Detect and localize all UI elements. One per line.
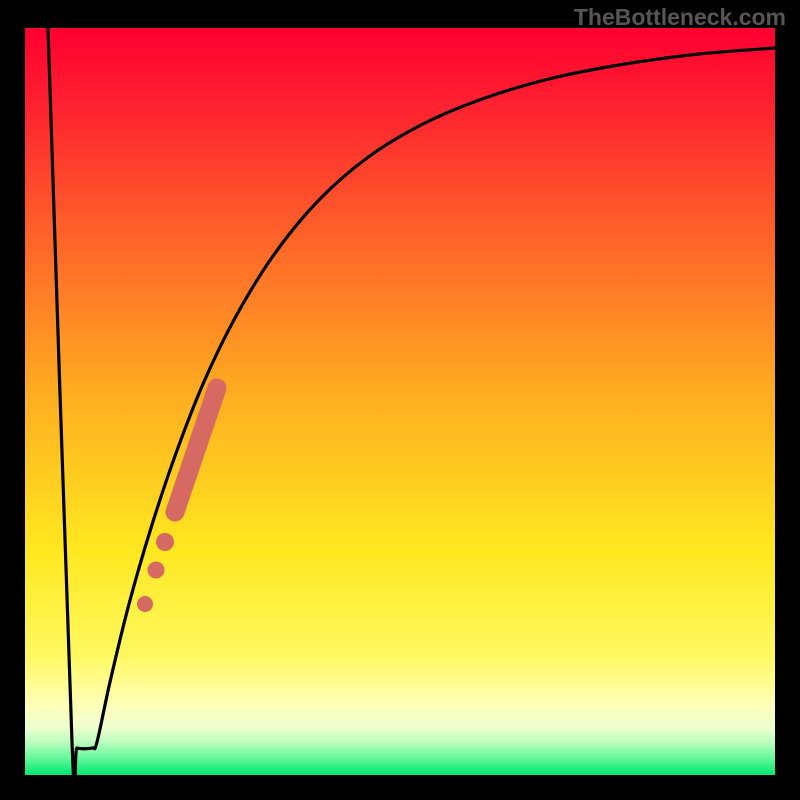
marker-dot xyxy=(156,533,174,551)
watermark-text: TheBottleneck.com xyxy=(574,4,786,31)
bottleneck-curve xyxy=(48,28,775,775)
marker-segment xyxy=(175,388,217,512)
marker-dot xyxy=(148,562,165,579)
curve-layer xyxy=(25,28,775,775)
marker-dot xyxy=(137,596,153,612)
plot-area xyxy=(25,28,775,775)
chart-container: TheBottleneck.com xyxy=(0,0,800,800)
marker-group xyxy=(137,388,217,612)
